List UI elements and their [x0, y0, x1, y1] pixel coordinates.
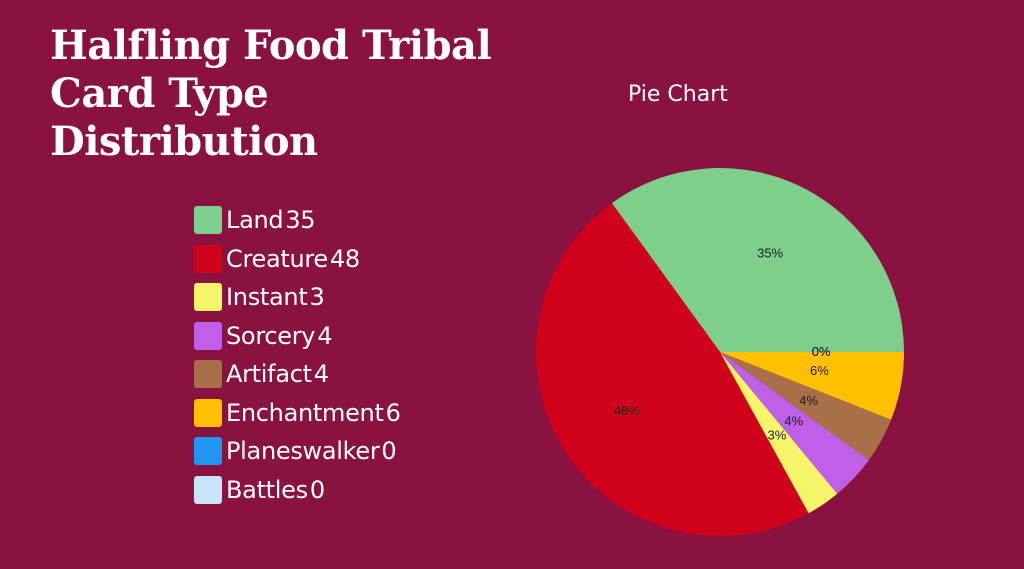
chart-legend: Land 35 Creature 48 Instant 3 Sorcery 4 … — [194, 201, 401, 509]
legend-label: Instant — [226, 283, 308, 312]
pie-label-enchantment: 6% — [810, 363, 829, 378]
pie-label-sorcery: 4% — [784, 413, 803, 428]
pie-slice-instant — [720, 352, 838, 514]
legend-item-planeswalker: Planeswalker 0 — [194, 432, 401, 471]
legend-swatch-artifact — [194, 360, 222, 389]
legend-label: Planeswalker — [226, 437, 380, 466]
legend-value: 4 — [317, 321, 333, 350]
legend-value: 35 — [285, 206, 316, 235]
legend-label: Sorcery — [226, 321, 316, 350]
pie-label-battles: 0% — [812, 344, 831, 359]
legend-swatch-enchantment — [194, 398, 222, 427]
legend-label: Enchantment — [226, 398, 384, 427]
legend-item-land: Land 35 — [194, 201, 401, 240]
legend-item-battles: Battles 0 — [194, 471, 401, 510]
legend-value: 48 — [329, 244, 360, 273]
pie-slice-creature — [535, 203, 809, 536]
legend-value: 3 — [309, 283, 325, 312]
pie-slice-enchantment — [720, 352, 904, 420]
legend-value: 0 — [381, 437, 397, 466]
legend-swatch-instant — [194, 283, 222, 312]
legend-label: Creature — [226, 244, 328, 273]
legend-item-sorcery: Sorcery 4 — [194, 317, 401, 356]
title-line: Distribution — [50, 118, 318, 165]
pie-label-planeswalker: 0% — [812, 344, 831, 359]
legend-swatch-planeswalker — [194, 437, 222, 466]
legend-swatch-creature — [194, 244, 222, 273]
legend-item-creature: Creature 48 — [194, 240, 401, 279]
pie-slice-sorcery — [720, 352, 869, 494]
title-line: Card Type — [50, 70, 269, 117]
pie-chart: 35%48%3%4%4%6%0%0% — [535, 168, 904, 536]
legend-item-instant: Instant 3 — [194, 278, 401, 317]
page-title: Halfling Food Tribal Card Type Distribut… — [50, 22, 530, 166]
legend-label: Land — [226, 206, 284, 235]
title-line: Halfling Food Tribal — [50, 22, 492, 69]
chart-title: Pie Chart — [628, 82, 728, 107]
legend-value: 4 — [313, 360, 329, 389]
legend-swatch-battles — [194, 475, 222, 504]
pie-slice-land — [611, 168, 904, 352]
legend-label: Battles — [226, 475, 308, 504]
legend-swatch-sorcery — [194, 321, 222, 350]
legend-item-enchantment: Enchantment 6 — [194, 394, 401, 433]
pie-label-instant: 3% — [767, 428, 786, 443]
pie-label-land: 35% — [757, 246, 783, 261]
pie-label-artifact: 4% — [799, 393, 818, 408]
legend-value: 6 — [385, 398, 401, 427]
legend-label: Artifact — [226, 360, 312, 389]
legend-swatch-land — [194, 206, 222, 235]
pie-label-creature: 48% — [614, 403, 640, 418]
legend-item-artifact: Artifact 4 — [194, 355, 401, 394]
legend-value: 0 — [309, 475, 325, 504]
pie-slice-artifact — [720, 352, 892, 461]
